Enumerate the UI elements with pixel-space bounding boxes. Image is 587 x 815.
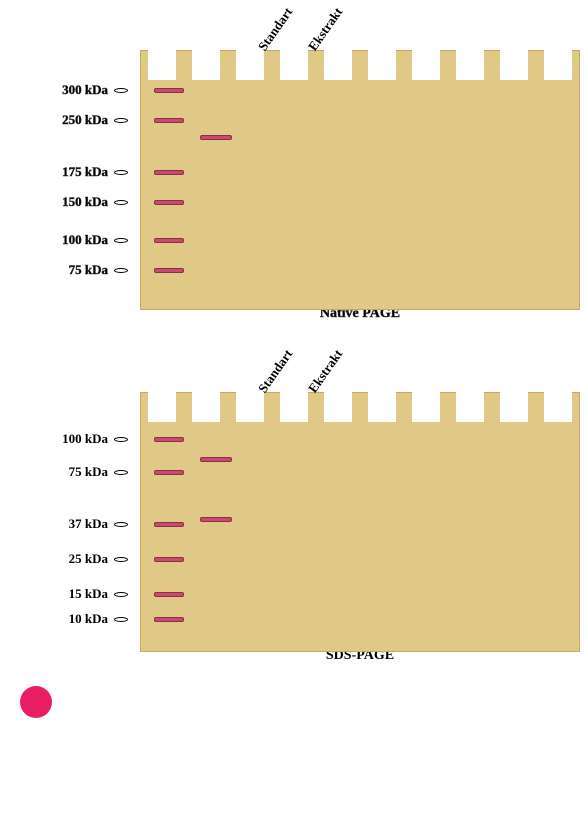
well — [456, 50, 484, 80]
well — [148, 392, 176, 422]
marker-row: 10 kDa — [20, 611, 185, 627]
lane-label: Standart — [255, 5, 296, 54]
marker-row: 75 kDa — [20, 262, 185, 278]
wells-row — [140, 50, 580, 80]
well — [368, 50, 396, 80]
gel-area: StandartEkstrakt100 kDa75 kDa37 kDa25 kD… — [140, 362, 567, 642]
lane-label: Ekstrakt — [305, 347, 346, 396]
marker-tick-icon — [114, 118, 128, 123]
well — [192, 392, 220, 422]
marker-tick-icon — [114, 238, 128, 243]
well — [500, 392, 528, 422]
well — [280, 392, 308, 422]
sample-band — [200, 457, 232, 462]
well — [148, 50, 176, 80]
marker-label: 75 kDa — [20, 262, 112, 278]
well — [280, 50, 308, 80]
marker-label: 15 kDa — [20, 586, 112, 602]
marker-tick-icon — [114, 470, 128, 475]
marker-row: 37 kDa — [20, 516, 185, 532]
marker-tick-icon — [114, 617, 128, 622]
well — [368, 392, 396, 422]
sample-band — [200, 135, 232, 140]
marker-tick-icon — [114, 522, 128, 527]
well — [412, 50, 440, 80]
marker-label: 10 kDa — [20, 611, 112, 627]
marker-label: 300 kDa — [20, 82, 112, 98]
well — [324, 392, 352, 422]
marker-row: 250 kDa — [20, 112, 185, 128]
marker-label: 175 kDa — [20, 164, 112, 180]
marker-label: 250 kDa — [20, 112, 112, 128]
marker-tick-icon — [114, 557, 128, 562]
marker-label: 37 kDa — [20, 516, 112, 532]
marker-tick-icon — [114, 268, 128, 273]
marker-tick-icon — [114, 170, 128, 175]
well — [456, 392, 484, 422]
gel-area: StandartEkstrakt300 kDa250 kDa175 kDa150… — [140, 20, 567, 300]
marker-tick-icon — [114, 200, 128, 205]
well — [544, 392, 572, 422]
marker-row: 175 kDa — [20, 164, 185, 180]
marker-tick-icon — [114, 88, 128, 93]
well — [192, 50, 220, 80]
marker-row: 100 kDa — [20, 232, 185, 248]
marker-label: 100 kDa — [20, 232, 112, 248]
well — [500, 50, 528, 80]
marker-row: 150 kDa — [20, 194, 185, 210]
gel-block: StandartEkstrakt100 kDa75 kDa37 kDa25 kD… — [20, 362, 567, 664]
marker-row: 100 kDa — [20, 431, 185, 447]
sample-band — [200, 517, 232, 522]
gel-body — [140, 392, 580, 652]
marker-label: 75 kDa — [20, 464, 112, 480]
marker-label: 25 kDa — [20, 551, 112, 567]
lane-label: Ekstrakt — [305, 5, 346, 54]
marker-row: 300 kDa — [20, 82, 185, 98]
marker-row: 25 kDa — [20, 551, 185, 567]
marker-row: 75 kDa — [20, 464, 185, 480]
well — [236, 50, 264, 80]
red-dot-icon — [20, 686, 52, 718]
marker-label: 150 kDa — [20, 194, 112, 210]
gel-block: StandartEkstrakt300 kDa250 kDa175 kDa150… — [20, 20, 567, 322]
well — [412, 392, 440, 422]
well — [544, 50, 572, 80]
wells-row — [140, 392, 580, 422]
marker-tick-icon — [114, 437, 128, 442]
marker-tick-icon — [114, 592, 128, 597]
lane-label: Standart — [255, 347, 296, 396]
well — [324, 50, 352, 80]
marker-label: 100 kDa — [20, 431, 112, 447]
gel-body — [140, 50, 580, 310]
marker-row: 15 kDa — [20, 586, 185, 602]
well — [236, 392, 264, 422]
